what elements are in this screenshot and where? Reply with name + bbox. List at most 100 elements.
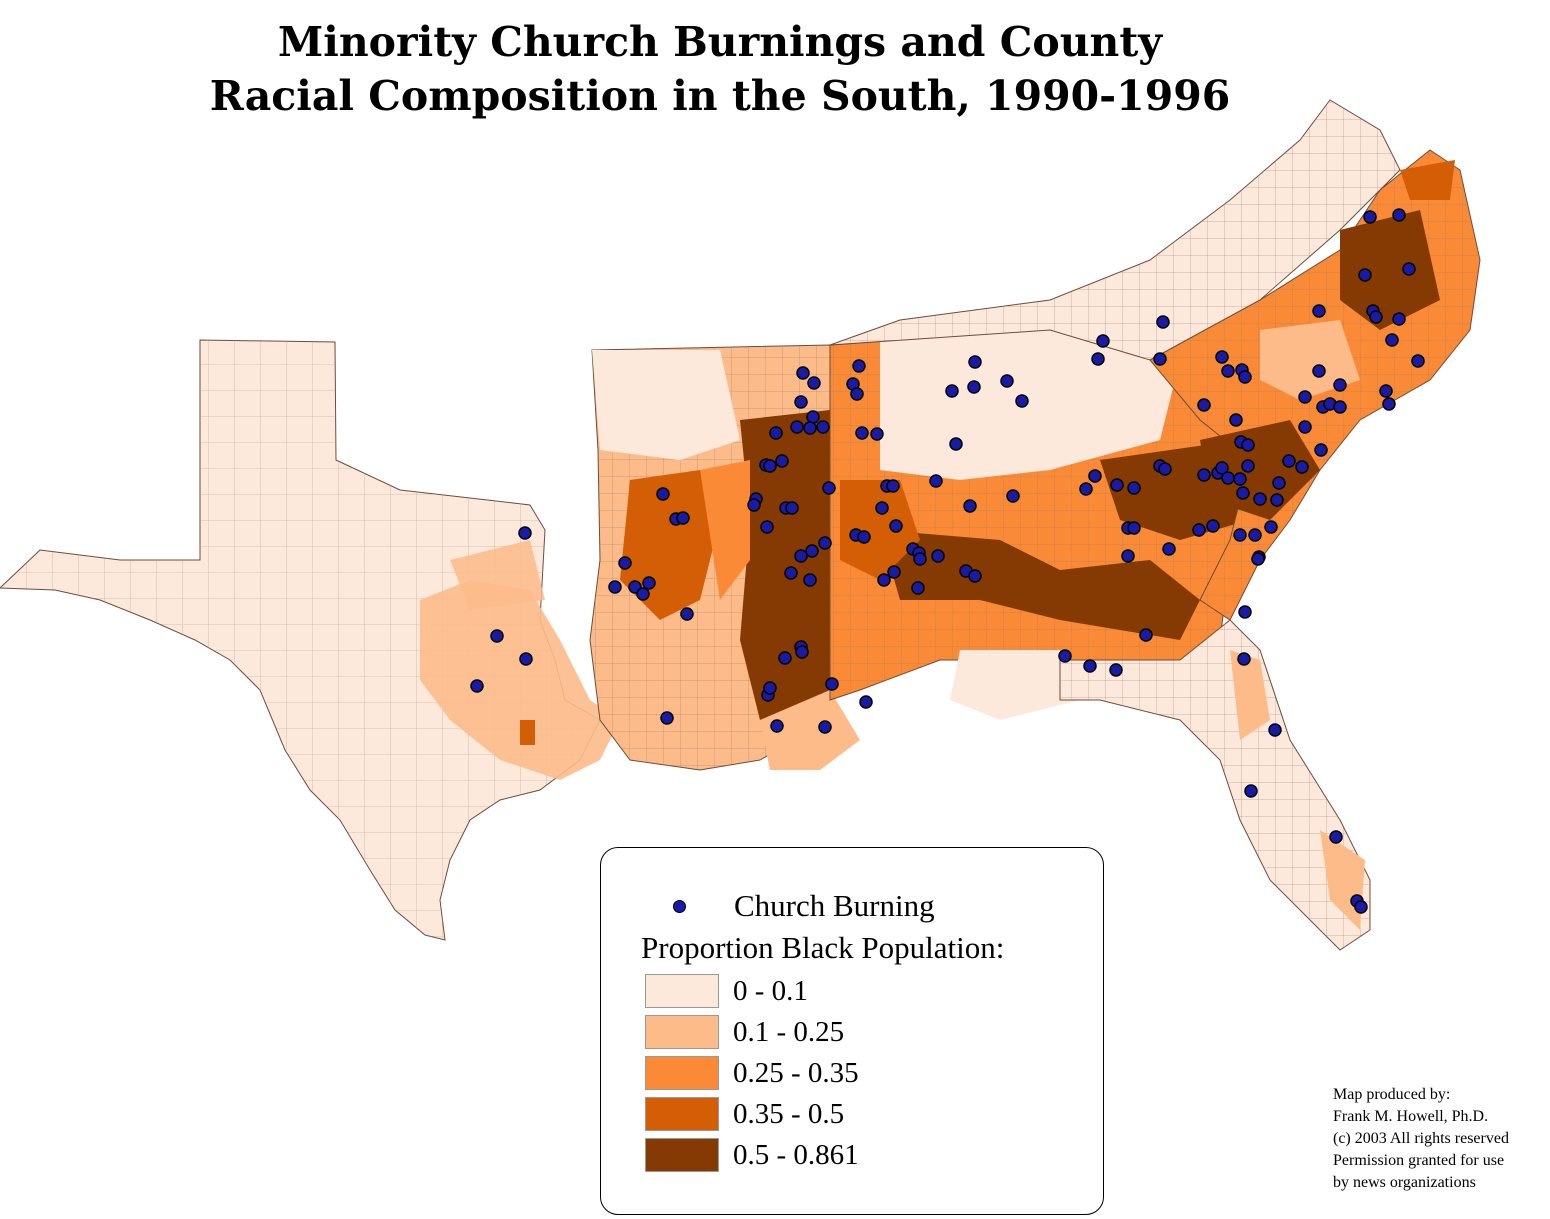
church-burning-marker <box>889 519 903 533</box>
church-burning-marker <box>784 566 798 580</box>
church-burning-marker <box>519 652 533 666</box>
legend-class-row: 0.35 - 0.5 <box>645 1097 844 1131</box>
church-burning-marker <box>1238 605 1252 619</box>
church-burning-marker <box>795 645 809 659</box>
church-burning-marker <box>1358 268 1372 282</box>
region-carolinas-virginia <box>1149 149 1481 621</box>
church-burning-marker <box>1268 723 1282 737</box>
church-burning-marker <box>778 651 792 665</box>
legend-swatch <box>645 1015 719 1049</box>
church-burning-marker <box>1197 398 1211 412</box>
church-burning-marker <box>1382 397 1396 411</box>
church-burning-marker <box>1158 462 1172 476</box>
church-burning-marker <box>822 481 836 495</box>
church-burning-marker <box>818 536 832 550</box>
church-burning-marker <box>1121 549 1135 563</box>
church-burning-marker <box>1215 350 1229 364</box>
church-burning-marker <box>770 719 784 733</box>
church-burning-marker <box>1162 542 1176 556</box>
church-burning-marker <box>1248 528 1262 542</box>
church-burning-marker <box>794 549 808 563</box>
legend-swatch <box>645 1138 719 1172</box>
church-burning-markers <box>470 208 1425 914</box>
church-burning-marker <box>1236 486 1250 500</box>
church-burning-marker <box>1233 472 1247 486</box>
church-burning-marker <box>775 454 789 468</box>
legend-class-label: 0.5 - 0.861 <box>733 1138 859 1171</box>
church-burning-marker <box>886 479 900 493</box>
church-burning-marker <box>855 426 869 440</box>
church-burning-marker <box>1091 352 1105 366</box>
church-burning-marker <box>1215 461 1229 475</box>
legend-swatch <box>645 1097 719 1131</box>
church-burning-marker <box>803 421 817 435</box>
legend-class-row: 0 - 0.1 <box>645 974 808 1008</box>
church-burning-marker <box>1197 468 1211 482</box>
church-burning-marker <box>825 677 839 691</box>
church-burning-marker <box>1312 304 1326 318</box>
church-burning-marker <box>807 376 821 390</box>
church-burning-marker <box>968 569 982 583</box>
church-burning-marker <box>1363 210 1377 224</box>
church-burning-marker <box>963 499 977 513</box>
church-burning-marker <box>656 487 670 501</box>
church-burning-marker <box>1298 420 1312 434</box>
legend: Church Burning Proportion Black Populati… <box>600 847 1104 1215</box>
church-burning-marker <box>1241 438 1255 452</box>
church-burning-marker <box>1233 528 1247 542</box>
church-burning-marker <box>1379 384 1393 398</box>
church-burning-marker <box>760 520 774 534</box>
church-burning-marker <box>852 359 866 373</box>
church-burning-marker <box>870 427 884 441</box>
church-burning-marker <box>1096 334 1110 348</box>
map-title-line1: Minority Church Burnings and County <box>277 18 1163 66</box>
church-burning-marker <box>1314 443 1328 457</box>
church-burning-marker <box>931 549 945 563</box>
church-burning-marker <box>857 530 871 544</box>
church-burning-marker <box>949 437 963 451</box>
map-credit: Map produced by: Frank M. Howell, Ph.D. … <box>1333 1084 1509 1194</box>
church-burning-marker <box>1127 521 1141 535</box>
church-burning-marker <box>968 355 982 369</box>
church-burning-marker <box>1253 492 1267 506</box>
church-burning-marker <box>660 711 674 725</box>
church-burning-marker <box>1109 663 1123 677</box>
church-burning-marker <box>1079 482 1093 496</box>
church-burning-marker <box>1251 552 1265 566</box>
church-burning-marker <box>763 459 777 473</box>
church-burning-marker <box>929 474 943 488</box>
credit-line: Frank M. Howell, Ph.D. <box>1333 1108 1489 1125</box>
church-burning-marker <box>608 580 622 594</box>
church-burning-marker <box>796 366 810 380</box>
legend-class-label: 0 - 0.1 <box>733 974 808 1007</box>
church-burning-marker <box>794 395 808 409</box>
church-burning-marker <box>913 552 927 566</box>
church-burning-marker <box>806 410 820 424</box>
church-burning-marker <box>1244 784 1258 798</box>
church-burning-marker <box>1153 352 1167 366</box>
church-burning-marker <box>816 420 830 434</box>
church-burning-marker <box>967 380 981 394</box>
credit-line: Map produced by: <box>1333 1086 1451 1103</box>
church-burning-marker <box>1312 364 1326 378</box>
legend-class-label: 0.1 - 0.25 <box>733 1015 845 1048</box>
church-burning-marker <box>1006 489 1020 503</box>
church-burning-marker <box>859 695 873 709</box>
church-burning-marker <box>618 556 632 570</box>
credit-line: Permission granted for use <box>1333 1152 1505 1169</box>
church-burning-marker <box>1402 262 1416 276</box>
legend-marker-row: Church Burning <box>673 888 935 924</box>
church-burning-marker <box>642 576 656 590</box>
church-burning-marker <box>676 511 690 525</box>
church-burning-marker <box>769 426 783 440</box>
church-burning-marker <box>877 573 891 587</box>
church-burning-marker <box>911 581 925 595</box>
church-burning-marker <box>1015 394 1029 408</box>
church-burning-marker <box>1000 374 1014 388</box>
church-burning-marker <box>1369 310 1383 324</box>
state-texas <box>0 339 620 941</box>
church-burning-marker <box>805 544 819 558</box>
church-burning-marker <box>1221 364 1235 378</box>
church-burning-marker <box>1385 333 1399 347</box>
